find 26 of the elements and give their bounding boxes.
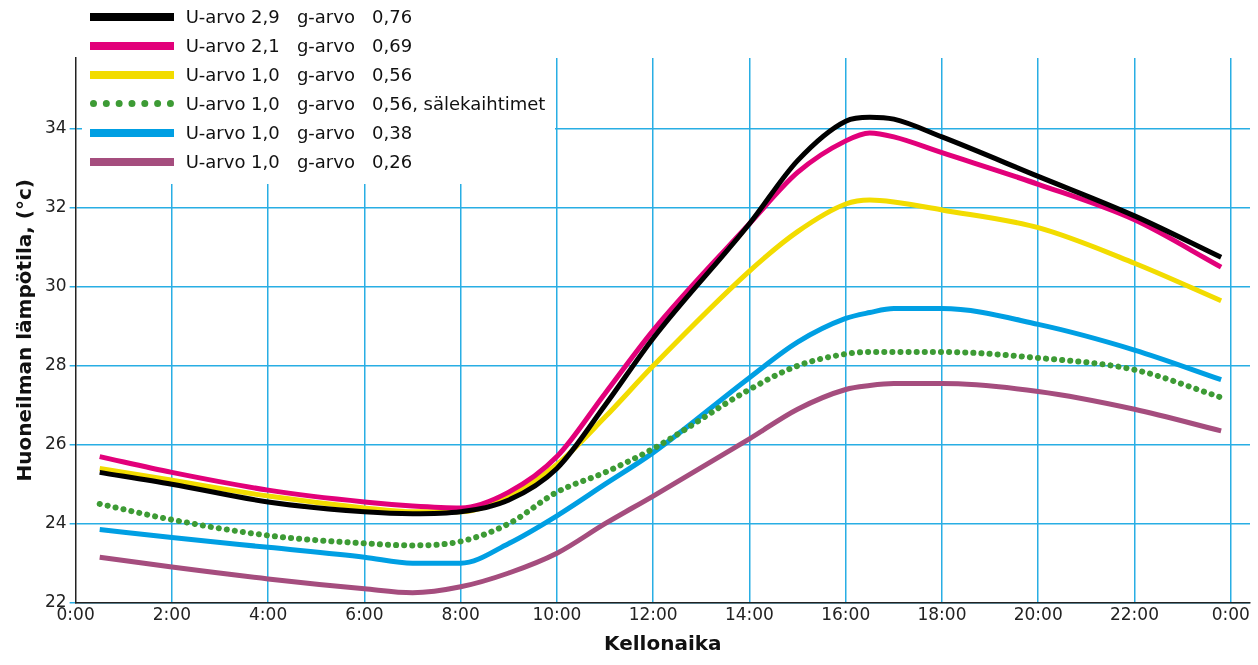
- y-tick-label: 28: [44, 354, 67, 375]
- legend-label: U-arvo 1,0 g-arvo 0,38: [185, 122, 413, 143]
- y-tick-label: 24: [44, 512, 67, 533]
- x-tick-label: 2:00: [152, 604, 191, 625]
- x-tick-label: 14:00: [724, 604, 774, 625]
- y-tick-label: 34: [44, 117, 67, 138]
- legend-label: U-arvo 1,0 g-arvo 0,56: [185, 64, 413, 85]
- y-axis-title: Huoneilman lämpötila, (°c): [12, 179, 37, 482]
- legend-label: U-arvo 1,0 g-arvo 0,56, sälekaihtimet: [185, 93, 546, 114]
- x-tick-label: 16:00: [821, 604, 871, 625]
- x-tick-label: 20:00: [1013, 604, 1063, 625]
- x-tick-label: 0:00: [1211, 604, 1250, 625]
- x-tick-label: 18:00: [917, 604, 967, 625]
- y-tick-label: 30: [44, 275, 67, 296]
- x-tick-label: 22:00: [1109, 604, 1159, 625]
- x-tick-label: 8:00: [441, 604, 480, 625]
- x-tick-label: 6:00: [345, 604, 384, 625]
- x-axis-title: Kellonaika: [604, 631, 722, 656]
- legend-label: U-arvo 2,1 g-arvo 0,69: [185, 35, 413, 56]
- legend-label: U-arvo 2,9 g-arvo 0,76: [185, 6, 413, 27]
- y-tick-label: 32: [44, 196, 67, 217]
- legend-label: U-arvo 1,0 g-arvo 0,26: [185, 151, 413, 172]
- x-tick-label: 12:00: [628, 604, 678, 625]
- x-tick-label: 10:00: [532, 604, 582, 625]
- x-tick-label: 4:00: [249, 604, 288, 625]
- y-tick-label: 26: [44, 433, 67, 454]
